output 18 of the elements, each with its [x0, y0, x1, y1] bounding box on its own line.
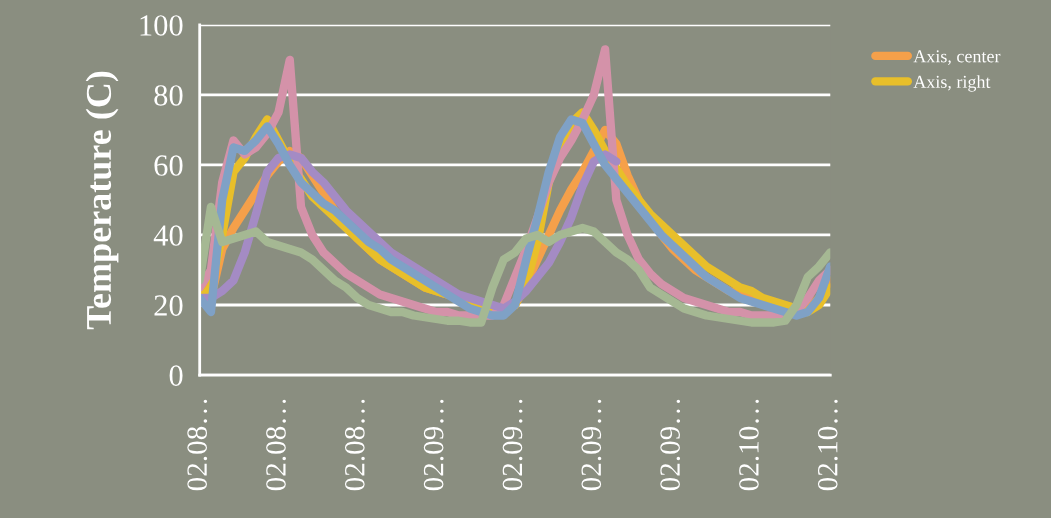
x-tick-label: 02.08… [187, 399, 208, 491]
y-tick-label: 40 [153, 225, 183, 246]
x-tick-label: 02.10… [739, 399, 759, 491]
x-tick-label: 02.08… [344, 399, 365, 491]
x-tick-label: 02.09… [660, 399, 681, 491]
y-tick-label: 0 [169, 365, 183, 386]
x-tick-label: 02.08… [266, 399, 286, 491]
y-axis-title: Temperature (C) [85, 71, 119, 330]
x-tick-label: 02.09… [581, 399, 602, 491]
y-tick-label: 60 [154, 155, 183, 176]
legend-label: Axis, center [913, 50, 1001, 66]
legend-label: Axis, right [913, 75, 991, 92]
y-tick-label: 100 [140, 15, 183, 36]
y-tick-label: 80 [154, 85, 183, 106]
x-tick-label: 02.10… [817, 399, 838, 491]
x-tick-label: 02.09… [502, 399, 523, 491]
y-tick-label: 20 [154, 295, 183, 316]
x-tick-label: 02.09… [423, 399, 444, 491]
